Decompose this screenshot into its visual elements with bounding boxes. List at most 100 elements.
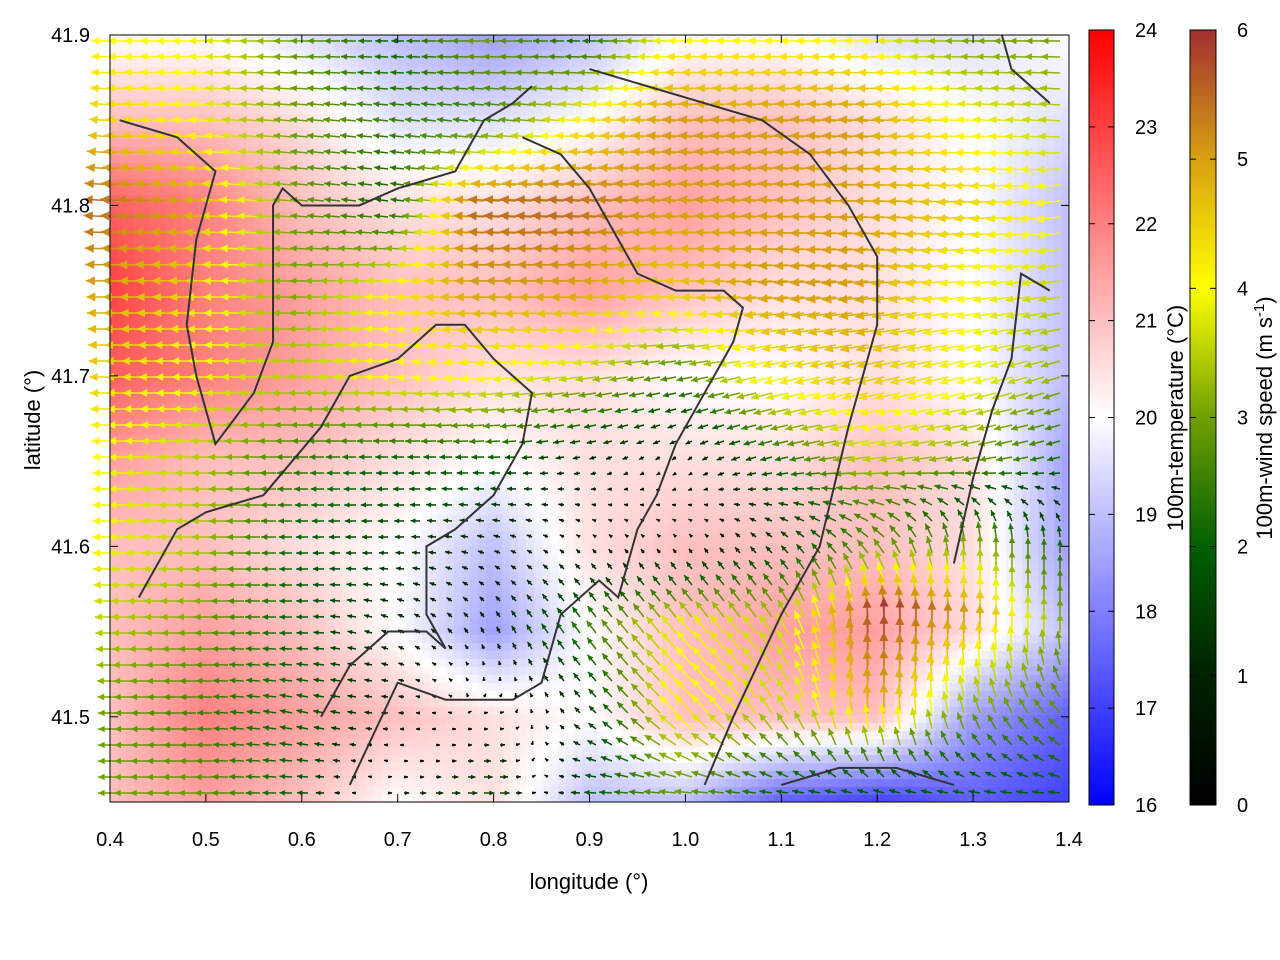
wind-arrow <box>311 502 324 508</box>
wind-arrow <box>688 533 694 538</box>
x-axis: 0.4 0.5 0.6 0.7 0.8 0.9 1.0 1.1 1.2 1.3 1.4 <box>96 35 1083 851</box>
wind-arrow <box>732 471 741 477</box>
wind-arrow <box>601 636 613 650</box>
wind-arrow <box>434 422 453 429</box>
wind-arrow <box>549 38 565 44</box>
wind-arrow <box>619 439 629 445</box>
wind-arrow <box>290 212 309 220</box>
wind-arrow <box>414 662 421 667</box>
wind-arrow <box>376 486 388 492</box>
wind-arrow <box>431 661 437 667</box>
wind-arrow <box>974 640 983 666</box>
wind-arrow <box>677 115 709 125</box>
wind-arrow <box>446 612 453 618</box>
wind-arrow <box>630 650 645 666</box>
wind-arrow <box>811 607 821 634</box>
wind-arrow <box>367 759 373 763</box>
wind-arrow <box>350 758 357 763</box>
wind-arrow <box>603 590 613 602</box>
wind-arrow <box>955 279 981 287</box>
wind-arrow <box>468 85 485 92</box>
wind-arrow <box>638 455 645 461</box>
wind-arrow <box>346 598 357 603</box>
wind-arrow <box>394 534 405 540</box>
wind-arrow <box>256 53 277 61</box>
wind-arrow <box>403 164 421 171</box>
wind-arrow <box>464 406 485 414</box>
wind-arrow <box>773 115 805 125</box>
wind-arrow <box>707 392 725 399</box>
colorbar-tick-label: 17 <box>1135 698 1157 720</box>
wind-arrow <box>473 486 485 492</box>
wind-arrow <box>988 677 997 698</box>
wind-arrow <box>776 677 789 698</box>
wind-arrow <box>340 148 357 155</box>
wind-arrow <box>393 502 405 508</box>
wind-arrow <box>499 195 533 205</box>
wind-arrow <box>332 758 341 763</box>
wind-arrow <box>856 539 869 554</box>
wind-arrow <box>572 672 581 682</box>
wind-arrow <box>1004 246 1029 255</box>
wind-arrow <box>600 756 613 762</box>
wind-arrow <box>780 545 789 554</box>
wind-arrow <box>852 499 869 506</box>
wind-arrow <box>615 755 629 762</box>
wind-arrow <box>322 229 341 236</box>
wind-arrow <box>940 392 965 401</box>
wind-arrow <box>1022 511 1029 522</box>
wind-arrow <box>452 774 459 780</box>
wind-arrow <box>512 659 518 666</box>
wind-arrow <box>960 440 981 447</box>
wind-arrow <box>396 598 405 603</box>
wind-arrow <box>673 732 693 746</box>
wind-arrow <box>629 771 645 778</box>
wind-arrow <box>583 423 597 429</box>
wind-arrow <box>424 470 437 476</box>
wind-arrow <box>957 392 981 401</box>
wind-arrow <box>607 503 613 507</box>
wind-arrow <box>841 540 853 554</box>
wind-arrow <box>794 610 805 634</box>
wind-arrow <box>942 522 949 538</box>
wind-arrow <box>239 116 261 124</box>
wind-arrow <box>725 751 741 762</box>
wind-arrow <box>652 440 661 445</box>
wind-arrow <box>398 694 405 699</box>
wind-arrow <box>357 213 373 220</box>
wind-arrow <box>709 147 741 157</box>
wind-arrow <box>510 549 517 555</box>
wind-arrow <box>495 132 517 140</box>
wind-arrow <box>824 788 837 795</box>
wind-arrow <box>828 654 837 682</box>
wind-arrow <box>229 677 245 684</box>
wind-arrow <box>409 502 421 508</box>
wind-arrow <box>228 629 245 637</box>
wind-arrow <box>463 611 469 618</box>
wind-arrow <box>906 524 917 538</box>
y-tick-label: 41.5 <box>51 707 90 729</box>
wind-arrow <box>529 84 549 92</box>
wind-arrow <box>875 408 901 417</box>
wind-arrow <box>290 69 309 76</box>
wind-arrow <box>558 518 565 523</box>
wind-arrow <box>821 261 853 271</box>
wind-arrow <box>691 788 709 795</box>
wind-arrow <box>237 228 261 236</box>
wind-arrow <box>306 116 325 124</box>
wind-arrow <box>709 614 725 634</box>
wind-arrow <box>911 439 933 447</box>
wind-arrow <box>435 132 453 140</box>
wind-arrow <box>990 509 997 522</box>
wind-arrow <box>793 730 805 746</box>
wind-arrow <box>547 211 581 221</box>
wind-arrow <box>779 376 805 385</box>
wind-arrow <box>145 661 164 669</box>
wind-arrow <box>1008 392 1029 400</box>
wind-arrow <box>658 714 677 730</box>
wind-arrow <box>133 211 165 221</box>
wind-arrow <box>977 37 997 45</box>
wind-arrow <box>227 565 244 573</box>
wind-arrow <box>260 517 276 525</box>
wind-arrow <box>741 424 757 431</box>
